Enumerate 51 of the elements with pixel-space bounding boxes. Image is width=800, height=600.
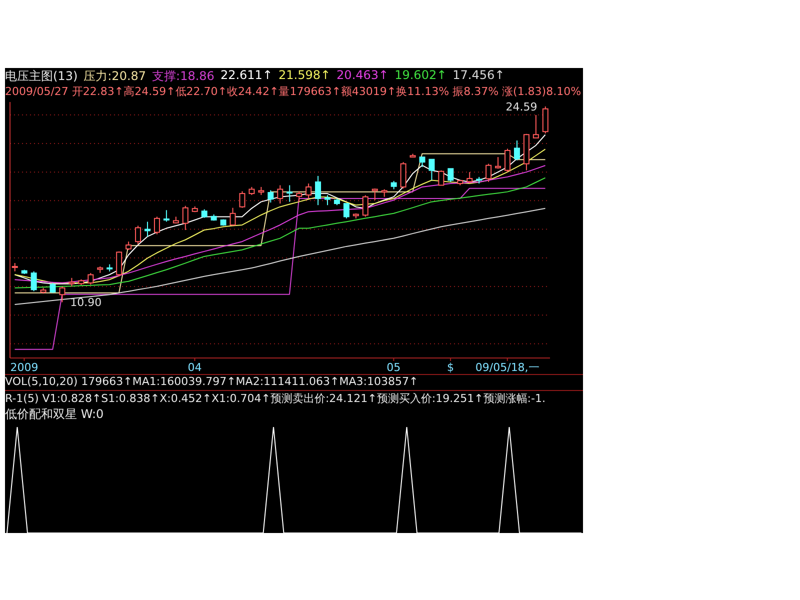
text: 22.611↑ <box>220 68 272 84</box>
text: 21.598↑ <box>278 68 331 84</box>
chart-title: 低价配和双星 W:0 <box>5 406 105 421</box>
candlestick <box>50 282 56 294</box>
x-tick-label: $ <box>447 360 454 374</box>
candlestick <box>286 184 293 202</box>
candlestick <box>486 163 492 182</box>
candlestick <box>343 203 350 219</box>
candlestick <box>163 210 170 222</box>
x-tick-label: 2009 <box>10 360 38 374</box>
candlestick <box>277 184 284 204</box>
chart-subtitle: 2009/05/27 开22.83↑高24.59↑低22.70↑收24.42↑量179663↑额43019↑换11.13% 振8.37% 涨(1.83)8.10% <box>5 84 582 100</box>
annotation: 10.90 <box>70 296 102 310</box>
candlestick <box>466 172 473 184</box>
candlestick <box>230 207 236 226</box>
candlestick <box>532 114 539 138</box>
text: 支撑:18.86 <box>152 68 214 84</box>
candlestick <box>419 156 426 168</box>
candlestick <box>59 286 66 303</box>
x-tick-label: 04 <box>188 360 202 374</box>
candlestick <box>315 175 322 206</box>
candlestick <box>324 194 330 206</box>
x-tick-label: 09/05/18,一 <box>475 360 540 374</box>
candlestick <box>542 106 548 134</box>
candlestick <box>239 190 246 208</box>
candlestick <box>88 272 94 286</box>
candlestick <box>514 140 520 161</box>
chart-title: 电压主图(13) <box>5 68 78 84</box>
candlestick <box>30 270 37 292</box>
candlestick <box>438 170 444 186</box>
text: 17.456↑ <box>452 68 505 84</box>
candlestick <box>306 183 312 200</box>
candlestick <box>372 188 378 201</box>
candlestick <box>296 190 302 202</box>
candlestick <box>448 168 454 182</box>
x-tick-label: 05 <box>386 360 401 374</box>
candlestick <box>154 216 160 235</box>
candlestick <box>400 162 406 190</box>
text: 19.602↑ <box>394 68 447 84</box>
candlestick <box>268 190 274 204</box>
candlestick <box>362 194 368 218</box>
text: VOL(5,10,20) 179663↑MA1:160039.797↑MA2:111411.063↑MA3:103857↑ <box>5 374 583 390</box>
candlestick <box>135 225 142 245</box>
annotation: 24.59 <box>506 100 538 114</box>
text: R-1(5) V1:0.828↑S1:0.838↑X:0.452↑X1:0.704↑预测卖出价:24.121↑预测买入价:19.251↑预测涨幅:-1. <box>5 390 583 406</box>
text: 压力:20.87 <box>84 68 146 84</box>
candlestick <box>182 205 188 230</box>
candlestick <box>116 250 122 277</box>
candlestick <box>504 148 510 173</box>
candlestick <box>428 158 435 181</box>
text: 20.463↑ <box>336 68 389 84</box>
